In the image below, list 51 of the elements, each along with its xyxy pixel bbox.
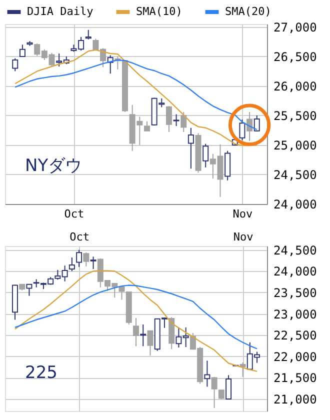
candlestick: [211, 376, 218, 409]
candlestick: [76, 249, 82, 268]
candlestick: [144, 120, 150, 132]
candlestick: [254, 114, 260, 132]
candlestick: [204, 360, 210, 388]
x-tick-label: Nov: [233, 230, 254, 244]
candlestick: [188, 127, 194, 170]
candlestick: [90, 256, 96, 270]
y-tick-label: 21,000: [274, 392, 317, 407]
x-tick-label: Nov: [232, 208, 254, 220]
annotation: 225: [25, 363, 58, 383]
candlestick: [240, 362, 246, 378]
candlestick: [218, 389, 224, 400]
y-tick-label: 24,500: [274, 243, 317, 258]
x-tick-label: Oct: [70, 230, 90, 244]
candlestick: [246, 111, 253, 142]
candlestick: [226, 374, 232, 400]
y-tick-label: 24,000: [274, 198, 317, 212]
candlestick: [140, 324, 146, 347]
y-tick-label: 26,500: [274, 50, 317, 64]
candlestick: [173, 114, 180, 127]
x-tick-label: Oct: [64, 208, 84, 220]
legend-label: DJIA Daily: [27, 5, 94, 18]
candlestick: [224, 150, 231, 181]
candlestick: [166, 106, 172, 132]
line-series: [14, 284, 258, 350]
y-tick-label: 22,000: [274, 350, 317, 364]
candlestick: [83, 252, 90, 267]
candlestick: [19, 44, 26, 58]
candlestick: [239, 119, 246, 141]
y-tick-label: 27,000: [274, 20, 317, 34]
y-tick-label: 21,500: [274, 371, 317, 386]
y-tick-label: 25,000: [274, 138, 317, 152]
annotation: NYダウ: [25, 156, 82, 176]
candlestick: [85, 29, 92, 40]
candlestick: [68, 257, 75, 272]
candlestick: [202, 143, 209, 168]
candlestick: [147, 330, 154, 356]
candlestick: [180, 111, 187, 132]
legend-label: SMA(10): [136, 5, 182, 18]
y-tick-label: 24,500: [274, 168, 317, 182]
y-tick-label: 23,500: [274, 286, 317, 300]
y-tick-label: 25,500: [274, 108, 317, 123]
legend-label: SMA(20): [225, 5, 272, 18]
candlestick: [12, 58, 18, 72]
candlestick: [133, 318, 139, 347]
y-tick-label: 22,500: [274, 328, 317, 343]
candlestick: [118, 286, 125, 300]
y-tick-label: 23,000: [274, 307, 317, 322]
y-tick-label: 24,000: [274, 264, 317, 279]
y-tick-label: 26,000: [274, 79, 317, 94]
